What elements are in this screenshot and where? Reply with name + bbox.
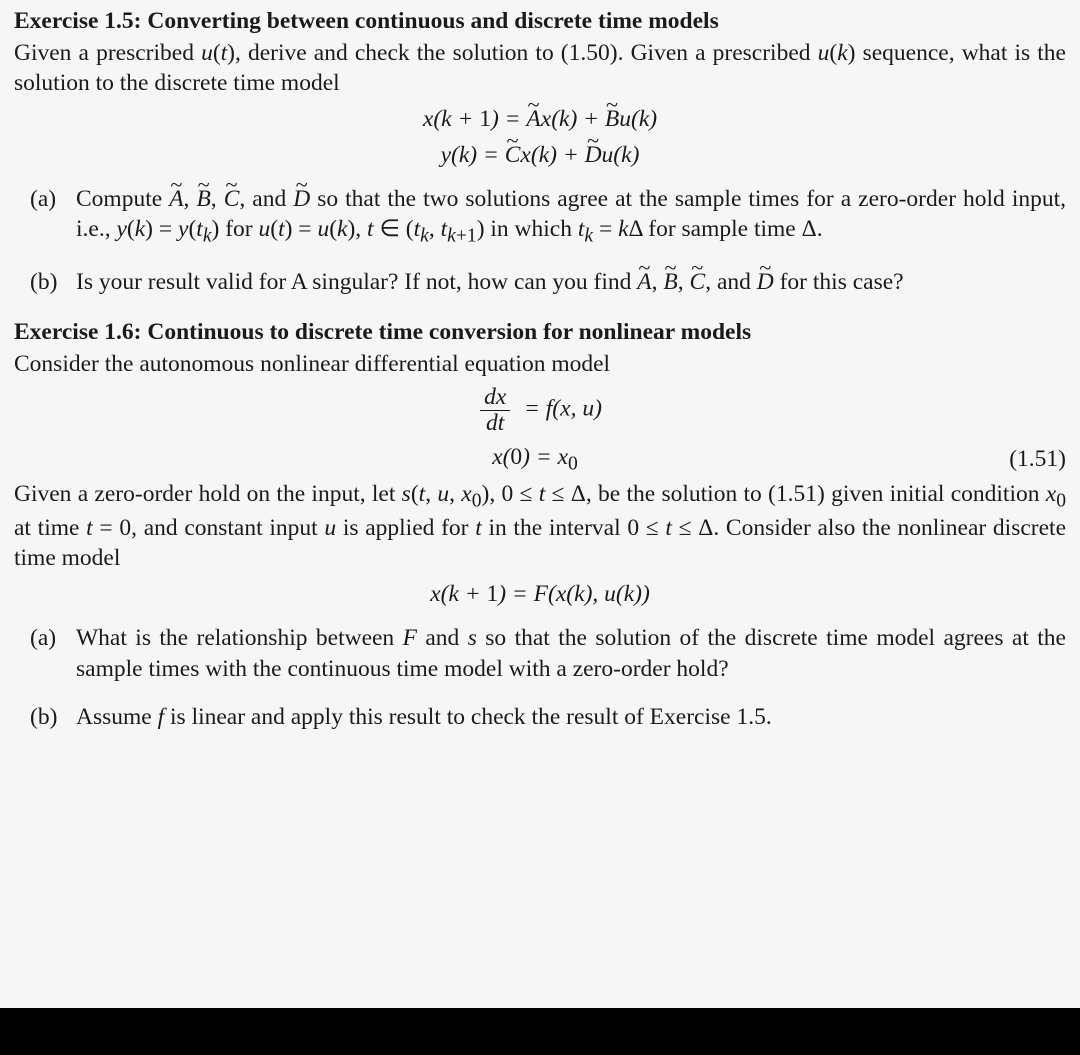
ex15-eq2: y(k) = Cx(k) + Du(k)	[14, 140, 1066, 170]
ex15-b-before: Is your result valid for A singular? If …	[76, 269, 637, 295]
ex15-part-b: (b) Is your result valid for A singular?…	[14, 267, 1066, 297]
ex16-part-b: (b) Assume f is linear and apply this re…	[14, 702, 1066, 732]
ex15-part-a: (a) Compute A, B, C, and D so that the t…	[14, 184, 1066, 249]
ex15-a-before: Compute	[76, 186, 169, 212]
ex16-b-text: Assume f is linear and apply this result…	[76, 702, 1066, 732]
ex15-a-text: Compute A, B, C, and D so that the two s…	[76, 184, 1066, 249]
ex15-b-line2: this case?	[813, 269, 904, 295]
ex15-intro: Given a prescribed u(t), derive and chec…	[14, 38, 1066, 98]
ex16-eq2: x(0) = x0	[74, 442, 996, 477]
exercise-1-6-title: Exercise 1.6: Continuous to discrete tim…	[14, 317, 1066, 347]
ex15-a-after: so that the two solutions agree at the s…	[310, 186, 834, 212]
ex16-para2: Given a zero-order hold on the input, le…	[14, 479, 1066, 574]
ex16-b-marker: (b)	[14, 702, 76, 732]
exercise-1-5-body: Given a prescribed u(t), derive and chec…	[14, 38, 1066, 297]
exercise-1-6-body: Consider the autonomous nonlinear differ…	[14, 349, 1066, 731]
ex15-eq1: x(k + 1) = Ax(k) + Bu(k)	[14, 104, 1066, 134]
ex16-intro: Consider the autonomous nonlinear differ…	[14, 349, 1066, 379]
ex15-b-after: for	[774, 269, 807, 295]
page: Exercise 1.5: Converting between continu…	[0, 0, 1080, 1008]
ex15-b-text: Is your result valid for A singular? If …	[76, 267, 1066, 297]
ex15-b-marker: (b)	[14, 267, 76, 297]
ex16-eq2-row: x(0) = x0 (1.51)	[14, 442, 1066, 477]
exercise-1-6: Exercise 1.6: Continuous to discrete tim…	[14, 317, 1066, 731]
exercise-1-5: Exercise 1.5: Converting between continu…	[14, 6, 1066, 297]
ex15-a-marker: (a)	[14, 184, 76, 249]
ex16-eq-number: (1.51)	[996, 444, 1066, 474]
ex15-intro-line1: Given a prescribed u(t), derive and chec…	[14, 40, 1066, 96]
bottom-bar	[0, 1008, 1080, 1055]
ex16-part-a: (a) What is the relationship between F a…	[14, 623, 1066, 683]
ex16-a-text: What is the relationship between F and s…	[76, 623, 1066, 683]
ex16-eq3: x(k + 1) = F(x(k), u(k))	[14, 579, 1066, 609]
exercise-1-5-title: Exercise 1.5: Converting between continu…	[14, 6, 1066, 36]
ex16-eq1: dx dt = f(x, u)	[14, 385, 1066, 435]
ex16-a-marker: (a)	[14, 623, 76, 683]
